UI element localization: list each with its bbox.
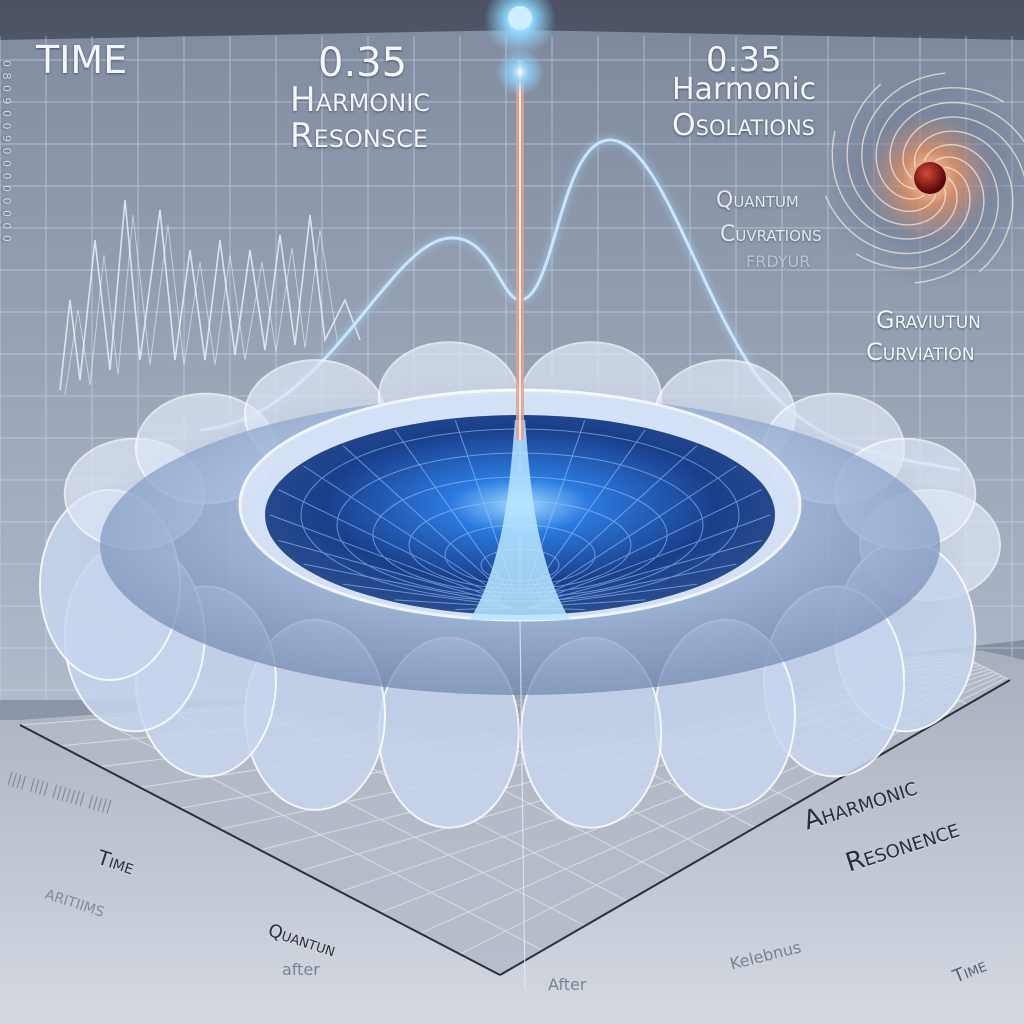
label-graviutun: Graviutun [876,306,981,334]
label-harmonic-right: Harmonic [672,72,817,107]
label-value-right: 0.35 [706,40,782,80]
funnel-spoke [343,583,506,607]
funnel-throat [470,420,570,620]
funnel-spoke [533,445,698,595]
funnel-spoke [269,514,501,601]
spiral-arm [875,86,1005,200]
spiral-arms [824,72,1024,284]
funnel-spoke [539,514,771,601]
label-time-top: TIME [36,38,128,82]
left-spike-waveform [59,199,361,391]
funnel-spoke [534,583,697,607]
spiral-arm [861,72,946,213]
spiral-arm [914,143,999,284]
label-after-left: after [282,960,320,979]
beam-drop-line [519,619,526,991]
label-harmonic-center: Harmonic [290,80,431,120]
spiral-arm [824,166,971,255]
funnel-spoke [537,563,737,605]
funnel-spoke [537,465,737,597]
spiral-arm [902,116,1024,179]
funnel-spoke [303,563,503,605]
floor-edge-right [499,679,1011,976]
label-after-center: After [548,975,587,994]
label-osolations: Osolations [672,108,815,143]
funnel-spoke [539,539,762,603]
spiral-core-orb [914,162,946,194]
spiral-arm [846,83,947,226]
funnel-spoke [529,429,646,594]
label-quantum-right: Quantum [716,188,799,213]
top-orb [508,6,532,30]
funnel-spoke [303,465,503,597]
left-spike-waveform-echo [64,214,339,396]
spiral-arm [855,156,985,270]
label-cuvrations: Cuvrations [720,222,822,247]
label-curviation: Curviation [866,338,975,366]
funnel-spoke [539,489,762,599]
label-smudge-right: FRDYUR [746,252,811,271]
vertical-beam-core [519,60,521,440]
funnel-spoke [394,429,511,594]
funnel-spoke [278,539,501,603]
second-orb-glow [496,48,544,96]
funnel-spoke [278,489,501,599]
spiral-arm [889,101,1024,190]
left-axis-glyphs: 0 8 0 9 0 0 9 0 0 0 0 0 0 0 0 [0,60,13,243]
spiral-arm [831,130,958,240]
floor-edge-left [19,724,501,976]
label-value-center: 0.35 [318,40,408,86]
label-resonsce-center: Resonsce [290,116,429,156]
funnel-spoke [342,445,507,595]
spiral-arm [913,130,1014,273]
